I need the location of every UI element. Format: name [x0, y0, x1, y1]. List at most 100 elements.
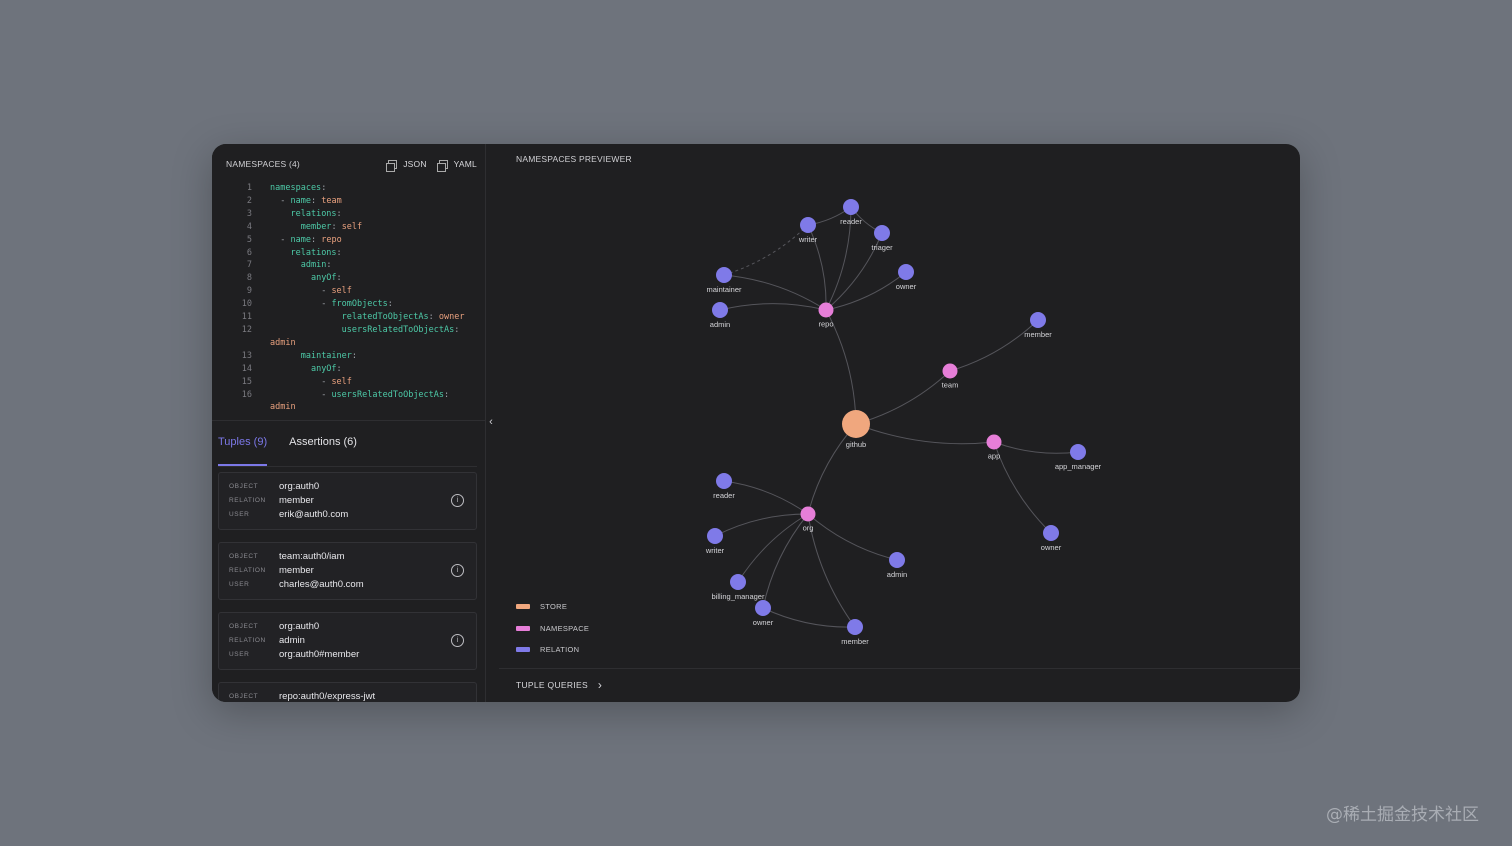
info-icon[interactable]: i — [451, 634, 464, 647]
code-line: 12 usersRelatedToObjectAs: — [226, 324, 474, 337]
graph-edge-dashed — [723, 224, 809, 276]
code-line: 3 relations: — [226, 208, 474, 221]
indent-guides — [270, 311, 342, 324]
graph-node-repo-admin[interactable] — [712, 302, 728, 318]
yaml-sep: : — [326, 260, 332, 271]
tuple-card[interactable]: OBJECTrepo:auth0/express-jwtRELATIONUSER… — [218, 682, 477, 702]
graph-node-team-member[interactable] — [1030, 312, 1046, 328]
copy-yaml-button[interactable]: YAML — [436, 159, 477, 172]
code-line: 16 - usersRelatedToObjectAs: — [226, 389, 474, 402]
graph-node-org-admin[interactable] — [889, 552, 905, 568]
graph-node-repo-writer[interactable] — [800, 217, 816, 233]
yaml-key: name — [290, 195, 311, 206]
code-line: 14 anyOf: — [226, 363, 474, 376]
graph-node-repo-owner[interactable] — [898, 264, 914, 280]
graph-node-label: member — [1024, 330, 1052, 339]
code-divider — [212, 420, 485, 421]
tuple-card[interactable]: OBJECT team:auth0/iam RELATION member USER ch… — [218, 542, 477, 600]
legend-label-relation: RELATION — [540, 645, 580, 655]
graph-edge — [762, 513, 809, 609]
watermark: @稀土掘金技术社区 — [1326, 805, 1479, 825]
graph-node-repo[interactable] — [818, 302, 834, 318]
indent-guides — [270, 221, 301, 234]
graph-node-repo-triager[interactable] — [874, 225, 890, 241]
graph-node-org-writer[interactable] — [707, 528, 723, 544]
yaml-sep: : — [310, 195, 322, 206]
yaml-sep: : — [387, 299, 393, 310]
yaml-key: relatedToObjectAs — [341, 312, 429, 323]
copy-icon — [386, 159, 398, 172]
line-number: 1 — [246, 183, 252, 193]
indent-guides — [270, 389, 321, 402]
graph-node-label: admin — [710, 320, 730, 329]
line-number: 7 — [246, 260, 252, 271]
graph-node-repo-maintainer[interactable] — [716, 267, 732, 283]
tuple-relation-value: admin — [279, 635, 305, 646]
graph-node-team[interactable] — [942, 363, 958, 379]
graph-node-org[interactable] — [800, 506, 816, 522]
graph-edge — [719, 303, 827, 311]
code-line: 11 relatedToObjectAs: owner — [226, 311, 474, 324]
previewer-panel: NAMESPACES PREVIEWER github repo team app or… — [499, 144, 1300, 702]
graph-edge — [762, 607, 856, 628]
legend-item-store: STORE — [516, 596, 589, 618]
tuple-list: OBJECT org:auth0 RELATION member USER erik@au… — [218, 472, 477, 702]
legend-label-namespace: NAMESPACE — [540, 623, 590, 633]
tuple-user-label: USER — [229, 511, 250, 518]
graph-edge — [714, 513, 809, 537]
line-number: 6 — [246, 247, 252, 258]
yaml-value: repo — [321, 234, 342, 245]
tab-assertions[interactable]: Assertions (6) — [289, 436, 357, 448]
yaml-key: anyOf — [310, 363, 337, 374]
yaml-key: admin — [300, 260, 327, 271]
graph-edge — [993, 441, 1079, 454]
graph-node-app[interactable] — [986, 434, 1002, 450]
indent-guides — [270, 350, 301, 363]
graph-edge — [855, 370, 951, 425]
collapse-panel-button[interactable]: ‹ — [485, 414, 497, 430]
yaml-value: self — [331, 286, 352, 297]
info-icon[interactable]: i — [451, 494, 464, 507]
tuple-card[interactable]: OBJECT org:auth0 RELATION member USER erik@au… — [218, 472, 477, 530]
legend-swatch-store — [516, 604, 530, 610]
graph-node-label: owner — [753, 618, 774, 627]
tuple-queries-label: TUPLE QUERIES — [516, 680, 588, 690]
tuple-relation-value: member — [279, 495, 314, 506]
graph-edge — [855, 423, 995, 445]
info-icon[interactable]: i — [451, 564, 464, 577]
graph-node-org-reader[interactable] — [716, 473, 732, 489]
graph-node-repo-reader[interactable] — [843, 199, 859, 215]
yaml-sep: : — [310, 234, 322, 245]
graph-edge — [807, 513, 898, 561]
copy-json-label: JSON — [403, 159, 427, 169]
graph-node-label: billing_manager — [712, 592, 765, 601]
graph-node-label: app_manager — [1055, 462, 1102, 471]
line-number: 4 — [246, 221, 252, 232]
tuple-object-row: OBJECT org:auth0 — [229, 481, 319, 492]
graph-node-org-member[interactable] — [847, 619, 863, 635]
copy-json-button[interactable]: JSON — [386, 159, 427, 172]
yaml-sep: : — [428, 312, 439, 323]
code-line: 9 - self — [226, 285, 474, 298]
yaml-value: owner — [438, 312, 465, 323]
graph-edge — [825, 232, 883, 311]
tuple-queries-button[interactable]: TUPLE QUERIES › — [516, 678, 602, 692]
legend-item-namespace: NAMESPACE — [516, 618, 589, 640]
yaml-value: self — [331, 376, 352, 387]
yaml-key: maintainer — [300, 350, 352, 361]
yaml-key: fromObjects — [331, 299, 388, 310]
graph-node-app-manager[interactable] — [1070, 444, 1086, 460]
yaml-editor[interactable]: 1 namespaces:2 - name: team 3 relations:4 … — [226, 182, 474, 410]
graph-node-github[interactable] — [842, 410, 870, 438]
graph-node-label: github — [846, 440, 866, 449]
yaml-key: relations — [290, 247, 337, 258]
tuple-tabs: Tuples (9) Assertions (6) — [218, 436, 357, 466]
tuple-card[interactable]: OBJECT org:auth0 RELATION admin USER org:auth… — [218, 612, 477, 670]
graph-node-app-owner[interactable] — [1043, 525, 1059, 541]
graph-edge — [737, 513, 809, 583]
graph-edge — [825, 271, 907, 311]
graph-node-org-billing[interactable] — [730, 574, 746, 590]
tab-tuples[interactable]: Tuples (9) — [218, 436, 268, 466]
indent-guides — [270, 259, 301, 272]
graph-node-org-owner[interactable] — [755, 600, 771, 616]
